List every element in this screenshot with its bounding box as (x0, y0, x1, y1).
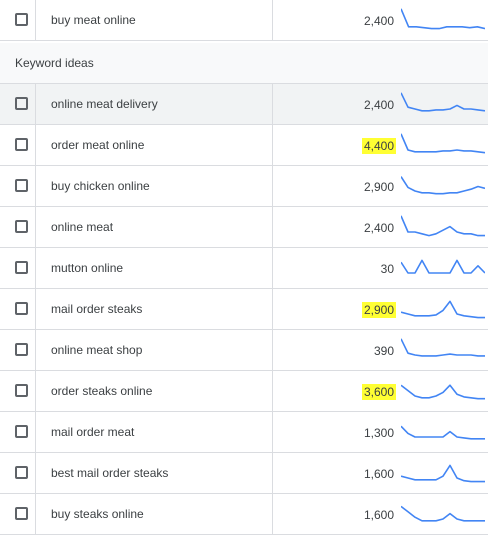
search-volume: 2,900 (361, 302, 396, 318)
trend-sparkline (401, 176, 485, 195)
keyword-text: buy chicken online (51, 179, 150, 193)
trend-line (401, 505, 485, 522)
column-divider (35, 0, 36, 40)
column-divider (272, 84, 273, 124)
row-checkbox[interactable] (15, 13, 28, 26)
trend-line (401, 300, 485, 319)
row-checkbox[interactable] (15, 302, 28, 315)
keyword-row[interactable]: online meat 2,400 (0, 207, 488, 248)
trend-line (401, 215, 485, 237)
row-checkbox[interactable] (15, 261, 28, 274)
row-checkbox[interactable] (15, 138, 28, 151)
keyword-text: mutton online (51, 261, 124, 275)
keyword-text: order steaks online (51, 384, 153, 398)
trend-sparkline (401, 384, 485, 400)
section-header: Keyword ideas (0, 43, 488, 84)
search-volume: 1,600 (363, 467, 394, 481)
trend-line (401, 176, 485, 195)
column-divider (272, 412, 273, 452)
keyword-text: mail order steaks (51, 302, 143, 316)
keyword-row[interactable]: mail order meat 1,300 (0, 412, 488, 453)
column-divider (272, 289, 273, 329)
keyword-row[interactable]: order meat online 4,400 (0, 125, 488, 166)
row-checkbox[interactable] (15, 97, 28, 110)
search-volume: 4,400 (361, 138, 396, 154)
trend-line (401, 8, 485, 30)
column-divider (35, 453, 36, 493)
column-divider (35, 289, 36, 329)
column-divider (272, 207, 273, 247)
keyword-text: online meat shop (51, 343, 143, 357)
trend-sparkline (401, 8, 485, 30)
keyword-row[interactable]: mail order steaks 2,900 (0, 289, 488, 330)
column-divider (35, 166, 36, 206)
keyword-row[interactable]: buy chicken online 2,900 (0, 166, 488, 207)
column-divider (272, 453, 273, 493)
column-divider (35, 330, 36, 370)
trend-sparkline (401, 133, 485, 154)
row-checkbox[interactable] (15, 466, 28, 479)
keyword-text: buy meat online (51, 13, 136, 27)
search-volume: 390 (373, 344, 394, 358)
trend-line (401, 425, 485, 440)
trend-line (401, 259, 485, 274)
trend-sparkline (401, 425, 485, 440)
keyword-text: buy steaks online (51, 507, 144, 521)
trend-sparkline (401, 215, 485, 237)
keyword-text: best mail order steaks (51, 466, 169, 480)
row-checkbox[interactable] (15, 220, 28, 233)
keyword-text: mail order meat (51, 425, 135, 439)
search-volume: 1,600 (363, 508, 394, 522)
section-title: Keyword ideas (15, 56, 94, 70)
column-divider (35, 248, 36, 288)
column-divider (272, 0, 273, 40)
search-volume: 3,600 (361, 384, 396, 400)
row-checkbox[interactable] (15, 425, 28, 438)
column-divider (272, 371, 273, 411)
row-checkbox[interactable] (15, 507, 28, 520)
search-volume: 2,400 (363, 221, 394, 235)
search-volume: 30 (380, 262, 394, 276)
trend-sparkline (401, 259, 485, 274)
row-checkbox[interactable] (15, 384, 28, 397)
trend-sparkline (401, 464, 485, 483)
column-divider (272, 494, 273, 534)
keyword-row[interactable]: mutton online 30 (0, 248, 488, 289)
column-divider (35, 371, 36, 411)
trend-sparkline (401, 505, 485, 522)
column-divider (272, 125, 273, 165)
trend-sparkline (401, 338, 485, 357)
keyword-text: order meat online (51, 138, 145, 152)
keyword-row[interactable]: buy steaks online 1,600 (0, 494, 488, 535)
row-checkbox[interactable] (15, 343, 28, 356)
column-divider (272, 330, 273, 370)
column-divider (35, 84, 36, 124)
search-volume: 1,300 (363, 426, 394, 440)
column-divider (35, 494, 36, 534)
trend-sparkline (401, 300, 485, 319)
search-volume: 2,900 (363, 180, 394, 194)
trend-line (401, 338, 485, 357)
column-divider (35, 207, 36, 247)
trend-line (401, 92, 485, 112)
trend-line (401, 464, 485, 483)
trend-sparkline (401, 92, 485, 112)
trend-line (401, 133, 485, 154)
column-divider (35, 125, 36, 165)
keyword-text: online meat (51, 220, 114, 234)
keyword-row[interactable]: online meat shop 390 (0, 330, 488, 371)
keyword-row[interactable]: best mail order steaks 1,600 (0, 453, 488, 494)
search-volume: 2,400 (363, 98, 394, 112)
keyword-row[interactable]: order steaks online 3,600 (0, 371, 488, 412)
search-volume: 2,400 (363, 14, 394, 28)
column-divider (272, 166, 273, 206)
keyword-row[interactable]: online meat delivery 2,400 (0, 84, 488, 125)
keyword-text: online meat delivery (51, 97, 158, 111)
keyword-row[interactable]: buy meat online 2,400 (0, 0, 488, 41)
row-checkbox[interactable] (15, 179, 28, 192)
column-divider (272, 248, 273, 288)
trend-line (401, 384, 485, 400)
column-divider (35, 412, 36, 452)
